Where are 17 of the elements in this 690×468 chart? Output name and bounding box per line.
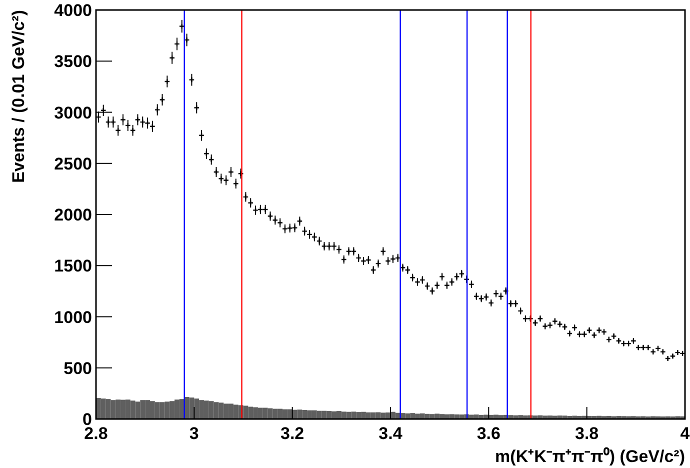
x-tick-label: 3.4 (378, 424, 403, 443)
y-tick-label: 4000 (54, 1, 92, 20)
y-tick-label: 2500 (54, 154, 92, 174)
y-axis-title: Events / (0.01 GeV/c²) (9, 10, 28, 183)
x-tick-label: 3.6 (476, 424, 500, 443)
y-tick-label: 1500 (54, 256, 92, 276)
x-tick-label: 3.2 (280, 424, 304, 443)
y-tick-label: 1000 (54, 308, 92, 327)
x-tick-label: 4 (680, 424, 690, 443)
x-axis-title: m(K⁺K⁻π⁺π⁻π⁰) (GeV/c²) (495, 447, 685, 466)
y-tick-label: 2000 (54, 206, 92, 224)
x-tick-label: 3.8 (575, 424, 599, 443)
x-tick-label: 2.8 (84, 424, 108, 443)
x-tick-label: 3 (189, 424, 199, 443)
y-tick-label: 3000 (54, 103, 92, 122)
y-tick-label: 500 (64, 358, 92, 378)
y-tick-label: 3500 (54, 52, 92, 72)
